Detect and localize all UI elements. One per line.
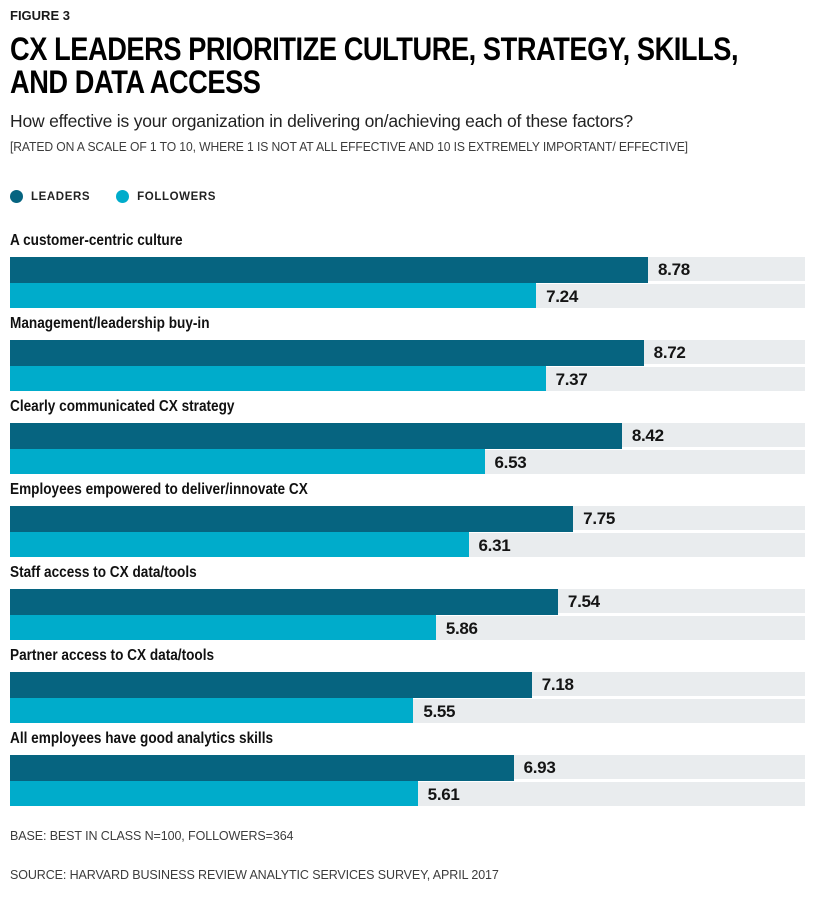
chart-group: All employees have good analytics skills… <box>10 729 805 807</box>
bar-pair: 7.54 5.86 <box>10 589 805 641</box>
legend-item-followers: FOLLOWERS <box>116 190 217 204</box>
category-label-text: Partner access to CX data/tools <box>10 647 215 665</box>
category-label-text: Staff access to CX data/tools <box>10 564 197 582</box>
chart-group: Partner access to CX data/tools 7.18 5.5… <box>10 646 805 724</box>
bar-pair: 8.42 6.53 <box>10 423 805 475</box>
category-label: Clearly communicated CX strategy <box>10 397 805 416</box>
follower-value-label: 5.61 <box>427 785 460 805</box>
follower-value-label: 5.86 <box>445 619 478 639</box>
source-note: SOURCE: HARVARD BUSINESS REVIEW ANALYTIC… <box>10 868 499 883</box>
follower-bar <box>10 615 436 641</box>
category-label-text: Employees empowered to deliver/innovate … <box>10 481 308 499</box>
follower-bar <box>10 283 537 309</box>
bar-pair: 7.18 5.55 <box>10 672 805 724</box>
category-label-text: All employees have good analytics skills <box>10 730 274 748</box>
follower-value-label: 7.24 <box>546 287 578 307</box>
follower-value-label: 5.55 <box>423 702 456 722</box>
category-label: Management/leadership buy-in <box>10 314 805 333</box>
bar-pair: 8.72 7.37 <box>10 340 805 392</box>
leader-value-label: 7.18 <box>541 675 574 695</box>
category-label-text: A customer-centric culture <box>10 232 183 250</box>
chart-group: Clearly communicated CX strategy 8.42 6.… <box>10 397 805 475</box>
chart-legend: LEADERS FOLLOWERS <box>10 190 805 204</box>
base-note: BASE: BEST IN CLASS N=100, FOLLOWERS=364 <box>10 829 294 844</box>
legend-label-followers: FOLLOWERS <box>137 190 217 203</box>
bar-chart: A customer-centric culture 8.78 7.24 Man… <box>10 231 805 807</box>
follower-bar <box>10 366 546 392</box>
figure-subtitle: How effective is your organization in de… <box>10 111 633 132</box>
leader-bar <box>10 672 532 699</box>
leader-value-label: 8.42 <box>631 426 664 446</box>
follower-bar <box>10 781 418 807</box>
follower-value-label: 7.37 <box>555 370 588 390</box>
follower-bar <box>10 532 469 558</box>
follower-value-label: 6.53 <box>494 453 527 473</box>
category-label-text: Clearly communicated CX strategy <box>10 398 235 416</box>
legend-label-leaders: LEADERS <box>31 190 91 203</box>
bar-pair: 6.93 5.61 <box>10 755 805 807</box>
category-label: All employees have good analytics skills <box>10 729 805 748</box>
chart-group: Staff access to CX data/tools 7.54 5.86 <box>10 563 805 641</box>
figure-label: FIGURE 3 <box>10 8 70 23</box>
follower-value-label: 6.31 <box>478 536 511 556</box>
follower-bar <box>10 449 485 475</box>
leader-bar <box>10 589 558 616</box>
chart-group: Management/leadership buy-in 8.72 7.37 <box>10 314 805 392</box>
category-label: Employees empowered to deliver/innovate … <box>10 480 805 499</box>
leader-value-label: 7.75 <box>583 509 616 529</box>
leader-value-label: 8.72 <box>653 343 686 363</box>
legend-item-leaders: LEADERS <box>10 190 91 204</box>
chart-group: Employees empowered to deliver/innovate … <box>10 480 805 558</box>
category-label: Partner access to CX data/tools <box>10 646 805 665</box>
figure-title-line1: CX LEADERS PRIORITIZE CULTURE, STRATEGY,… <box>10 31 739 67</box>
bar-pair: 7.75 6.31 <box>10 506 805 558</box>
rating-scale-note: [RATED ON A SCALE OF 1 TO 10, WHERE 1 IS… <box>10 140 688 155</box>
category-label-text: Management/leadership buy-in <box>10 315 210 333</box>
figure-title: CX LEADERS PRIORITIZE CULTURE, STRATEGY,… <box>10 33 739 100</box>
leader-value-label: 7.54 <box>567 592 600 612</box>
leader-bar <box>10 755 514 782</box>
figure-title-line2: AND DATA ACCESS <box>10 63 261 100</box>
leader-value-label: 6.93 <box>523 758 556 778</box>
leaders-dot-icon <box>10 190 23 204</box>
leader-bar <box>10 257 649 284</box>
category-label: A customer-centric culture <box>10 231 805 250</box>
leader-bar <box>10 423 622 450</box>
chart-group: A customer-centric culture 8.78 7.24 <box>10 231 805 309</box>
follower-bar <box>10 698 414 724</box>
leader-bar <box>10 340 644 367</box>
leader-value-label: 8.78 <box>658 260 690 280</box>
followers-dot-icon <box>116 190 130 204</box>
bar-pair: 8.78 7.24 <box>10 257 805 309</box>
category-label: Staff access to CX data/tools <box>10 563 805 582</box>
leader-bar <box>10 506 574 533</box>
